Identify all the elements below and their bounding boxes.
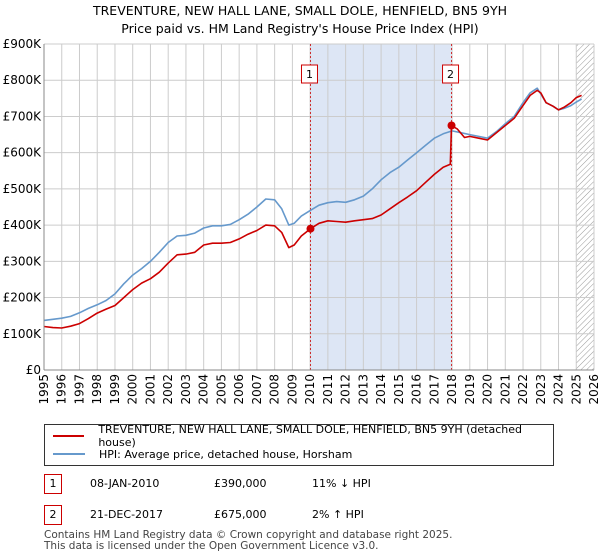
x-tick-label: 2014 (374, 374, 388, 405)
y-tick-label: £500K (3, 182, 43, 196)
y-tick-label: £200K (3, 291, 43, 305)
y-tick-label: £400K (3, 218, 43, 232)
x-tick-label: 1996 (55, 374, 69, 405)
sale-point-2 (447, 121, 456, 130)
transaction-price: £675,000 (214, 508, 267, 521)
x-tick-label: 2017 (427, 374, 441, 405)
legend-swatch-hpi (53, 453, 85, 455)
series-line-hpi (43, 87, 582, 322)
legend-swatch-property (53, 435, 85, 437)
marker-label-2: 2 (447, 68, 454, 81)
x-tick-label: 2018 (445, 374, 459, 405)
footer-line-1: Contains HM Land Registry data © Crown c… (44, 529, 453, 541)
x-tick-label: 2026 (587, 374, 600, 405)
x-tick-label: 1999 (108, 374, 122, 405)
legend-item-property: TREVENTURE, NEW HALL LANE, SMALL DOLE, H… (53, 423, 553, 449)
legend-label-property: TREVENTURE, NEW HALL LANE, SMALL DOLE, H… (98, 423, 523, 449)
forecast-hatch (576, 44, 594, 370)
sale-point-1 (306, 224, 315, 233)
marker-box-1 (300, 64, 318, 84)
x-tick-label: 2005 (214, 374, 228, 405)
y-tick-label: £300K (3, 254, 43, 268)
y-tick-label: £700K (3, 109, 43, 123)
x-tick-label: 2004 (197, 374, 211, 405)
x-tick-label: 2021 (498, 374, 512, 405)
transaction-date: 08-JAN-2010 (90, 477, 160, 490)
transaction-hpi-diff: 2% ↑ HPI (312, 508, 364, 521)
x-tick-label: 2024 (552, 374, 566, 405)
transaction-date: 21-DEC-2017 (90, 508, 164, 521)
transaction-badge: 2 (44, 505, 62, 525)
x-tick-label: 2022 (516, 374, 530, 405)
marker-label-1: 1 (306, 68, 313, 81)
y-tick-label: £800K (3, 73, 43, 87)
y-tick-label: £0 (26, 363, 41, 377)
price-chart: £0 £100K £200K £300K £400K £500K £600K £700K £80… (3, 37, 600, 405)
x-tick-label: 2011 (321, 374, 335, 405)
x-tick-label: 2012 (339, 374, 353, 405)
x-tick-label: 1995 (37, 374, 51, 405)
x-tick-label: 2008 (268, 374, 282, 405)
y-tick-label: £100K (3, 327, 43, 341)
x-tick-label: 2015 (392, 374, 406, 405)
x-tick-label: 2023 (534, 374, 548, 405)
y-tick-label: £600K (3, 146, 43, 160)
chart-title-line1: TREVENTURE, NEW HALL LANE, SMALL DOLE, H… (92, 3, 507, 18)
x-tick-label: 2003 (179, 374, 193, 405)
legend-label-hpi: HPI: Average price, detached house, Hors… (99, 447, 353, 461)
y-tick-label: £900K (3, 37, 43, 51)
x-tick-label: 2020 (481, 374, 495, 405)
transaction-price: £390,000 (214, 477, 267, 490)
x-tick-label: 2010 (303, 374, 317, 405)
x-tick-label: 2001 (143, 374, 157, 405)
marker-box-2 (442, 64, 460, 84)
x-tick-label: 2019 (463, 374, 477, 405)
chart-title-line2: Price paid vs. HM Land Registry's House … (121, 21, 479, 36)
transaction-row-2: 2 21-DEC-2017 £675,000 2% ↑ HPI (44, 505, 564, 525)
x-tick-label: 2009 (285, 374, 299, 405)
transaction-hpi-diff: 11% ↓ HPI (312, 477, 371, 490)
legend-item-hpi: HPI: Average price, detached house, Hors… (53, 446, 352, 462)
x-tick-label: 2025 (569, 374, 583, 405)
chart-legend: TREVENTURE, NEW HALL LANE, SMALL DOLE, H… (44, 423, 554, 466)
x-tick-label: 2006 (232, 374, 246, 405)
x-tick-label: 2016 (410, 374, 424, 405)
footer-line-2: This data is licensed under the Open Gov… (44, 540, 379, 552)
footer: Contains HM Land Registry data © Crown c… (44, 530, 452, 552)
x-tick-label: 2007 (250, 374, 264, 405)
x-tick-label: 1998 (90, 374, 104, 405)
x-tick-label: 2013 (356, 374, 370, 405)
series-line-property (43, 89, 582, 329)
x-tick-label: 2002 (161, 374, 175, 405)
transaction-row-1: 1 08-JAN-2010 £390,000 11% ↓ HPI (44, 474, 564, 494)
x-tick-label: 1997 (72, 374, 86, 405)
x-tick-label: 2000 (126, 374, 140, 405)
transaction-badge: 1 (44, 474, 62, 494)
